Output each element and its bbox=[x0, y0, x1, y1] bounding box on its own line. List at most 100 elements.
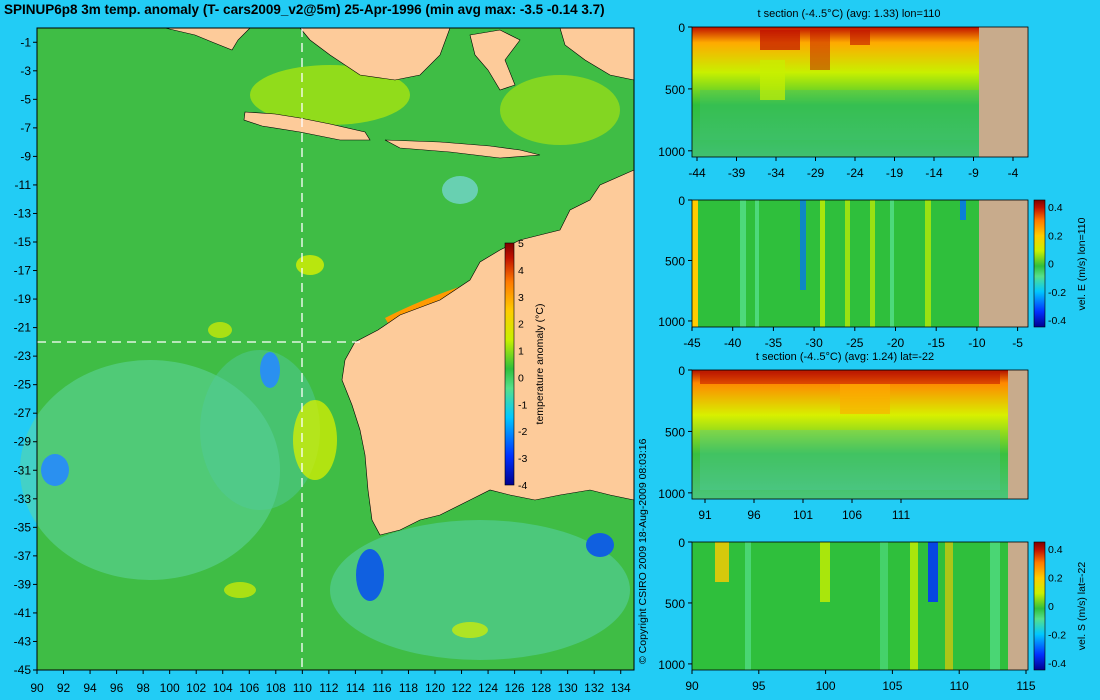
section-x-tick-label: 96 bbox=[747, 508, 761, 522]
section-x-tick-label: -45 bbox=[683, 336, 701, 350]
map-y-tick-label: -43 bbox=[14, 634, 32, 648]
map-colorbar-gradient bbox=[504, 242, 515, 486]
map-x-tick-label: 96 bbox=[110, 681, 124, 695]
map-y-tick-label: -19 bbox=[14, 292, 32, 306]
panel4-colorbar-label: vel. S (m/s) lat=-22 bbox=[1076, 562, 1088, 651]
section-y-tick-label: 0 bbox=[678, 364, 685, 378]
section-x-tick-label: 110 bbox=[950, 679, 969, 693]
panel1-features bbox=[700, 30, 980, 140]
map-x-axis: 90 92 94 96 98 100 102 104 106 108 110 112 114 116 118… bbox=[30, 670, 631, 695]
map-y-tick-label: -27 bbox=[14, 406, 32, 420]
section-y-tick-label: 500 bbox=[665, 425, 685, 439]
panel2-x-axis: -45 -40 -35 -30 -25 -20 -15 -10 -5 bbox=[683, 327, 1023, 350]
map-colorbar-tick-label: 2 bbox=[518, 319, 524, 331]
map-y-tick-label: -37 bbox=[14, 549, 32, 563]
map-y-tick-label: -39 bbox=[14, 577, 32, 591]
map-x-tick-label: 134 bbox=[611, 681, 631, 695]
panel-vel-s-lat: 90 95 100 105 110 115 0 500 1000 0.4 0.2 0 -0.2 -0.… bbox=[658, 536, 1088, 693]
map-x-tick-label: 118 bbox=[399, 681, 418, 695]
map-y-tick-label: -21 bbox=[14, 321, 32, 335]
panel4-y-axis: 0 500 1000 bbox=[658, 536, 692, 672]
panel3-y-axis: 0 500 1000 bbox=[658, 364, 692, 501]
panel1-x-axis: -44 -39 -34 -29 -24 -19 -14 -9 -4 bbox=[688, 157, 1019, 180]
section-x-tick-label: -4 bbox=[1008, 166, 1019, 180]
map-x-tick-label: 92 bbox=[57, 681, 71, 695]
panel2-land bbox=[979, 200, 1028, 327]
map-y-tick-label: -33 bbox=[14, 492, 32, 506]
map-x-tick-label: 98 bbox=[136, 681, 150, 695]
panel4-colorbar bbox=[1033, 541, 1046, 671]
panel4-plot bbox=[692, 542, 1008, 670]
panel2-colorbar bbox=[1033, 199, 1046, 328]
map-y-tick-label: -17 bbox=[14, 264, 32, 278]
section-x-tick-label: -9 bbox=[968, 166, 979, 180]
panel3-frame bbox=[691, 369, 1029, 500]
map-x-tick-label: 94 bbox=[83, 681, 97, 695]
map-x-tick-label: 122 bbox=[452, 681, 472, 695]
map-y-tick-label: -13 bbox=[14, 206, 32, 220]
land bbox=[164, 27, 635, 536]
section-x-tick-label: -20 bbox=[887, 336, 905, 350]
map-colorbar-tick-label: 1 bbox=[518, 346, 524, 358]
ocean-anomaly-patches bbox=[20, 65, 630, 660]
section-y-tick-label: 500 bbox=[665, 83, 685, 97]
section-x-tick-label: 105 bbox=[882, 679, 902, 693]
section-y-tick-label: 500 bbox=[665, 597, 685, 611]
map-x-tick-label: 90 bbox=[30, 681, 44, 695]
section-y-tick-label: 1000 bbox=[658, 145, 685, 159]
panel-t-section-lon: t section (-4..5°C) (avg: 1.33) lon=110 … bbox=[658, 8, 1029, 180]
map-colorbar-tick-label: 0 bbox=[518, 372, 524, 384]
panel-t-section-lat: t section (-4..5°C) (avg: 1.24) lat=-22 … bbox=[658, 351, 1029, 522]
map-y-tick-label: -35 bbox=[14, 520, 32, 534]
section-colorbar-tick-label: 0.4 bbox=[1048, 202, 1063, 214]
section-y-tick-label: 0 bbox=[678, 536, 685, 550]
section-x-tick-label: 101 bbox=[793, 508, 813, 522]
map-x-tick-label: 108 bbox=[266, 681, 286, 695]
map-y-tick-label: -41 bbox=[14, 606, 32, 620]
panel3-features bbox=[700, 372, 1000, 490]
map-colorbar-tick-label: -2 bbox=[518, 426, 527, 438]
map-y-axis: -1 -3 -5 -7 -9 -11 -13 -15 -17 -19 -21 -23 -25 -27 -29… bbox=[14, 35, 37, 677]
map-y-tick-label: -25 bbox=[14, 378, 32, 392]
panel3-title: t section (-4..5°C) (avg: 1.24) lat=-22 bbox=[756, 351, 934, 363]
panel2-plot bbox=[692, 200, 979, 327]
section-colorbar-tick-label: 0 bbox=[1048, 601, 1054, 613]
map-y-tick-label: -9 bbox=[20, 149, 31, 163]
section-colorbar-tick-label: 0 bbox=[1048, 259, 1054, 271]
map-y-tick-label: -15 bbox=[14, 235, 32, 249]
panel1-land bbox=[979, 27, 1028, 157]
section-x-tick-label: -34 bbox=[767, 166, 785, 180]
map-x-tick-label: 104 bbox=[213, 681, 233, 695]
land-borneo bbox=[299, 27, 451, 81]
section-x-tick-label: -24 bbox=[846, 166, 864, 180]
panel4-colorbar-ticks: 0.4 0.2 0 -0.2 -0.4 bbox=[1048, 544, 1066, 670]
map-x-tick-label: 112 bbox=[319, 681, 338, 695]
section-x-tick-label: -10 bbox=[968, 336, 986, 350]
section-x-tick-label: 115 bbox=[1016, 679, 1035, 693]
map-frame bbox=[36, 27, 635, 671]
map-x-tick-label: 120 bbox=[425, 681, 445, 695]
panel2-features bbox=[692, 200, 966, 327]
section-x-tick-label: 91 bbox=[698, 508, 712, 522]
map-y-tick-label: -29 bbox=[14, 435, 32, 449]
map-x-tick-label: 100 bbox=[160, 681, 180, 695]
map-colorbar-tick-label: -1 bbox=[518, 399, 527, 411]
section-y-tick-label: 1000 bbox=[658, 315, 685, 329]
section-colorbar-tick-label: 0.2 bbox=[1048, 230, 1063, 242]
panel4-land bbox=[1008, 542, 1028, 670]
panel3-x-axis: 91 96 101 106 111 bbox=[698, 499, 910, 522]
map-y-tick-label: -11 bbox=[15, 178, 32, 192]
land-australia bbox=[341, 169, 635, 536]
section-y-tick-label: 1000 bbox=[658, 487, 685, 501]
section-x-tick-label: -5 bbox=[1012, 336, 1023, 350]
section-x-tick-label: 111 bbox=[892, 508, 911, 522]
copyright-text: © Copyright CSIRO 2009 18-Aug-2009 08:03… bbox=[637, 438, 649, 664]
map-y-tick-label: -45 bbox=[14, 663, 32, 677]
map-x-tick-label: 116 bbox=[372, 681, 391, 695]
section-x-tick-label: -44 bbox=[688, 166, 706, 180]
map-x-tick-label: 114 bbox=[346, 681, 365, 695]
map-y-tick-label: -5 bbox=[20, 92, 31, 106]
section-x-tick-label: -30 bbox=[805, 336, 823, 350]
map-y-tick-label: -3 bbox=[20, 64, 31, 78]
